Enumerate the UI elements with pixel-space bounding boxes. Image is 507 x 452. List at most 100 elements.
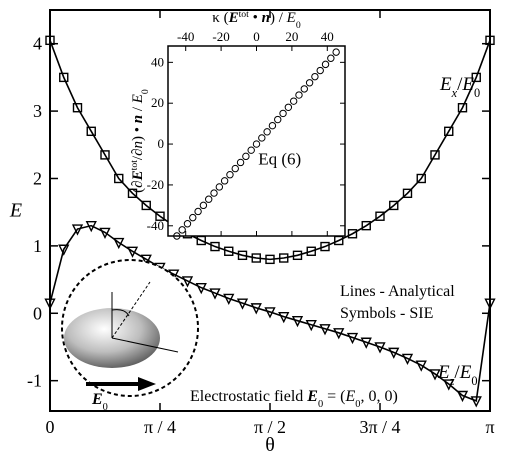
marker: [113, 237, 125, 250]
scatter-point: [183, 220, 192, 228]
text-segment: Electrostatic field: [190, 388, 307, 405]
marker: [333, 328, 345, 340]
scatter-point: [242, 152, 250, 161]
plot-frame: [49, 9, 491, 412]
scatter-point: [247, 146, 255, 154]
marker: [209, 288, 221, 300]
annotation: Symbols - SIE: [340, 305, 433, 322]
marker: [456, 390, 469, 403]
text-segment: E: [228, 10, 239, 26]
text-segment: 0: [318, 399, 323, 410]
y-axis-label: E: [9, 200, 22, 222]
scatter-point: [274, 115, 282, 124]
marker: [224, 246, 234, 256]
x-tick-label: 0: [253, 29, 260, 44]
scatter-point: [311, 72, 319, 81]
marker: [155, 211, 165, 221]
text-segment: E: [345, 388, 356, 405]
scatter-point: [258, 134, 266, 142]
text-segment: ) /: [270, 10, 287, 26]
marker: [264, 307, 276, 319]
y-tick-label: -40: [147, 218, 164, 233]
marker: [319, 324, 331, 336]
text-segment: E: [130, 94, 146, 104]
y-tick-label: 0: [158, 136, 165, 151]
x-tick-label: 0: [46, 417, 55, 437]
scatter-point: [332, 48, 340, 56]
marker: [292, 250, 303, 261]
marker: [361, 220, 371, 231]
scatter-point: [189, 213, 197, 222]
y-tick-label: 0: [33, 303, 42, 323]
pec-diagram: [61, 259, 199, 397]
y-axis-label: (∂Etot/∂n) • n / E0: [129, 89, 151, 193]
y-tick-label: -1: [27, 371, 42, 391]
scatter-point: [252, 140, 261, 148]
annotation: Electrostatic field E0 = (E0, 0, 0): [190, 388, 398, 410]
scatter-point: [236, 158, 245, 167]
marker: [389, 200, 399, 211]
text-segment: = (: [323, 388, 345, 405]
marker: [86, 126, 96, 137]
marker: [141, 200, 151, 211]
y-tick-label: 1: [33, 236, 42, 256]
series-label: Ex/E0: [439, 74, 480, 100]
scatter-point: [215, 183, 224, 191]
marker: [360, 337, 372, 349]
marker: [250, 303, 262, 315]
marker: [305, 320, 317, 332]
marker: [374, 342, 386, 354]
text-segment: E: [461, 74, 474, 95]
y-tick-label: -20: [147, 177, 164, 192]
scatter-point: [226, 171, 234, 179]
marker: [58, 244, 70, 256]
marker: [415, 360, 427, 372]
scatter-point: [205, 195, 213, 203]
text-segment: n: [130, 115, 146, 123]
scatter-point: [231, 164, 239, 173]
text-segment: x: [451, 86, 458, 100]
marker: [457, 103, 468, 113]
marker: [416, 173, 426, 184]
marker: [346, 332, 359, 345]
text-segment: E: [306, 388, 318, 405]
marker: [223, 293, 235, 306]
text-segment: 0: [103, 402, 108, 413]
text-segment: , 0, 0): [361, 388, 398, 405]
series-line: [49, 40, 491, 261]
text-segment: E: [439, 74, 452, 95]
text-segment: /: [130, 103, 146, 115]
direction-line: [111, 281, 151, 339]
text-segment: /: [457, 74, 463, 95]
marker: [347, 229, 358, 239]
marker: [306, 246, 316, 256]
x-tick-label: π / 2: [254, 417, 286, 437]
marker: [114, 173, 124, 184]
y-tick-label: 40: [151, 54, 164, 69]
marker: [430, 150, 440, 160]
x-axis-label: θ: [265, 434, 275, 452]
text-segment: 0: [355, 399, 360, 410]
text-segment: z: [449, 374, 455, 388]
marker: [471, 72, 481, 83]
scatter-point: [199, 201, 208, 210]
text-segment: tot: [129, 160, 140, 171]
marker: [402, 188, 413, 199]
text-segment: 0: [140, 89, 151, 94]
marker: [278, 311, 290, 324]
text-segment: /∂: [130, 148, 146, 160]
text-segment: •: [249, 10, 262, 26]
marker: [251, 253, 261, 263]
marker: [85, 220, 97, 233]
scatter-point: [305, 79, 314, 87]
x-tick-label: 3π / 4: [359, 417, 400, 437]
x-tick-label: π / 4: [144, 417, 176, 437]
theta-arc: [111, 309, 130, 317]
text-segment: Lines - Analytical: [340, 283, 455, 300]
inset-frame: [167, 45, 346, 237]
scatter-point: [289, 97, 298, 105]
marker: [126, 246, 139, 258]
marker: [429, 369, 441, 381]
x-tick-label: -40: [177, 29, 194, 44]
